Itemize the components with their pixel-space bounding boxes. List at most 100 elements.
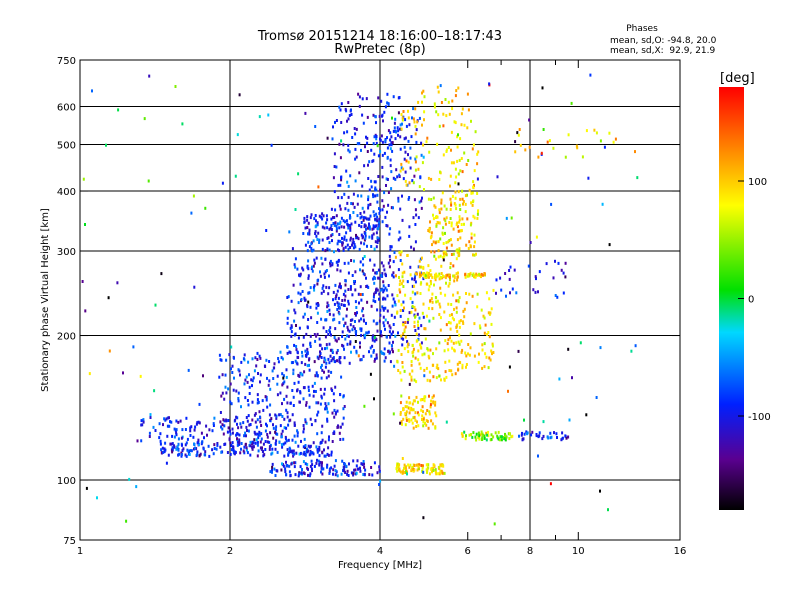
data-point (307, 259, 310, 263)
data-point (228, 353, 231, 357)
data-point (185, 441, 188, 445)
data-point (556, 436, 558, 439)
data-point (373, 292, 376, 296)
data-point (386, 136, 388, 140)
data-point (389, 227, 392, 231)
data-point (238, 438, 241, 442)
data-point (434, 403, 437, 407)
data-point (343, 405, 346, 408)
data-point (231, 427, 234, 431)
data-point (333, 415, 336, 419)
data-point (302, 397, 305, 401)
data-point (337, 183, 340, 187)
data-point (373, 397, 375, 401)
data-point (461, 363, 464, 367)
data-point (504, 438, 507, 442)
data-point (208, 428, 211, 432)
data-point (321, 238, 324, 242)
data-point (318, 454, 321, 458)
data-point (461, 170, 464, 174)
data-point (362, 314, 365, 318)
data-point (257, 436, 260, 440)
data-point (587, 176, 590, 180)
data-point (401, 343, 404, 347)
data-point (454, 190, 457, 194)
data-point (424, 412, 427, 416)
data-point (421, 91, 423, 95)
data-point (404, 136, 407, 140)
data-point (476, 162, 479, 166)
data-point (331, 349, 334, 353)
data-point (413, 320, 416, 324)
data-point (314, 232, 317, 235)
data-point (367, 195, 370, 199)
data-point (500, 438, 503, 442)
data-point (456, 362, 459, 366)
data-point (189, 434, 192, 437)
data-point (229, 441, 232, 445)
data-point (352, 471, 355, 475)
data-point (362, 218, 365, 222)
data-point (294, 311, 297, 315)
data-point (353, 259, 355, 263)
x-tick-label: 16 (674, 546, 687, 557)
data-point (422, 420, 425, 424)
data-point (346, 325, 349, 329)
data-point (122, 371, 124, 375)
data-point (265, 398, 268, 402)
data-point (440, 264, 443, 268)
data-point (334, 327, 337, 331)
data-point (328, 328, 331, 332)
data-point (433, 204, 436, 208)
data-point (297, 301, 300, 305)
data-point (287, 295, 290, 299)
data-point (248, 423, 251, 427)
data-point (285, 394, 288, 398)
data-point (386, 224, 389, 228)
data-point (375, 141, 378, 145)
data-point (458, 296, 461, 300)
data-point (395, 168, 398, 172)
data-point (359, 327, 362, 331)
data-point (414, 157, 417, 161)
data-point (382, 119, 384, 123)
data-point (182, 447, 185, 451)
data-point (504, 434, 507, 438)
data-point (340, 225, 343, 229)
data-point (321, 467, 324, 471)
data-point (422, 470, 425, 474)
data-point (415, 272, 418, 276)
data-point (169, 420, 171, 424)
data-point (398, 230, 401, 234)
data-point (318, 238, 321, 242)
data-point (343, 131, 346, 135)
data-point (383, 110, 386, 114)
data-point (296, 267, 299, 271)
data-point (362, 354, 365, 358)
data-point (335, 229, 338, 233)
data-point (259, 415, 261, 419)
data-point (476, 212, 479, 216)
data-point (320, 440, 323, 444)
data-point (343, 298, 346, 302)
data-point (469, 245, 472, 249)
data-point (343, 356, 346, 360)
data-point (304, 418, 307, 422)
data-point (301, 266, 304, 270)
data-point (237, 397, 240, 400)
data-point (313, 288, 316, 292)
data-point (297, 373, 300, 377)
data-point (307, 300, 310, 304)
data-point (496, 175, 499, 179)
data-point (304, 111, 307, 115)
data-point (309, 286, 312, 290)
data-point (256, 454, 259, 458)
data-point (221, 391, 224, 395)
data-point (422, 315, 425, 319)
data-point (402, 279, 405, 283)
data-point (315, 371, 318, 375)
data-point (477, 431, 480, 435)
data-point (336, 222, 339, 226)
data-point (404, 423, 407, 427)
